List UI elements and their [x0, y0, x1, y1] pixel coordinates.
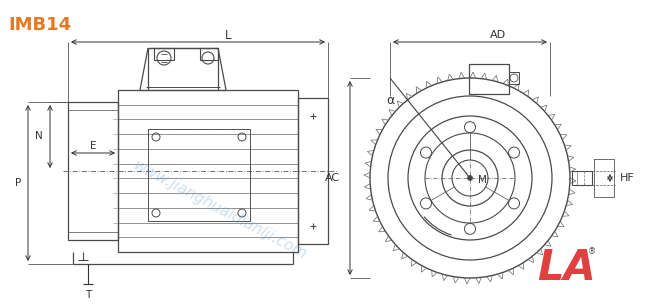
Bar — [469, 64, 509, 94]
Text: P: P — [15, 178, 21, 188]
Text: T: T — [85, 290, 91, 300]
Text: LA: LA — [537, 247, 595, 289]
Text: ®: ® — [588, 247, 596, 257]
Bar — [298, 98, 328, 244]
Bar — [509, 72, 519, 84]
Bar — [68, 102, 118, 240]
Text: L: L — [225, 29, 231, 41]
Bar — [594, 159, 614, 197]
Text: E: E — [90, 141, 96, 151]
Text: HF: HF — [620, 173, 635, 183]
Text: AC: AC — [325, 173, 340, 183]
Text: N: N — [35, 131, 43, 141]
Text: IMB14: IMB14 — [8, 16, 71, 34]
Text: α: α — [386, 94, 394, 107]
Bar — [148, 129, 250, 221]
Bar — [118, 90, 298, 252]
Bar — [148, 129, 250, 221]
Circle shape — [467, 176, 473, 181]
Text: AD: AD — [490, 30, 506, 40]
Bar — [148, 48, 218, 90]
Bar — [572, 171, 592, 185]
Bar — [594, 159, 614, 197]
Text: M: M — [478, 175, 486, 185]
Bar — [200, 48, 218, 60]
Text: www.jianghuaidianlji.com: www.jianghuaidianlji.com — [131, 158, 309, 262]
Bar — [154, 48, 174, 60]
